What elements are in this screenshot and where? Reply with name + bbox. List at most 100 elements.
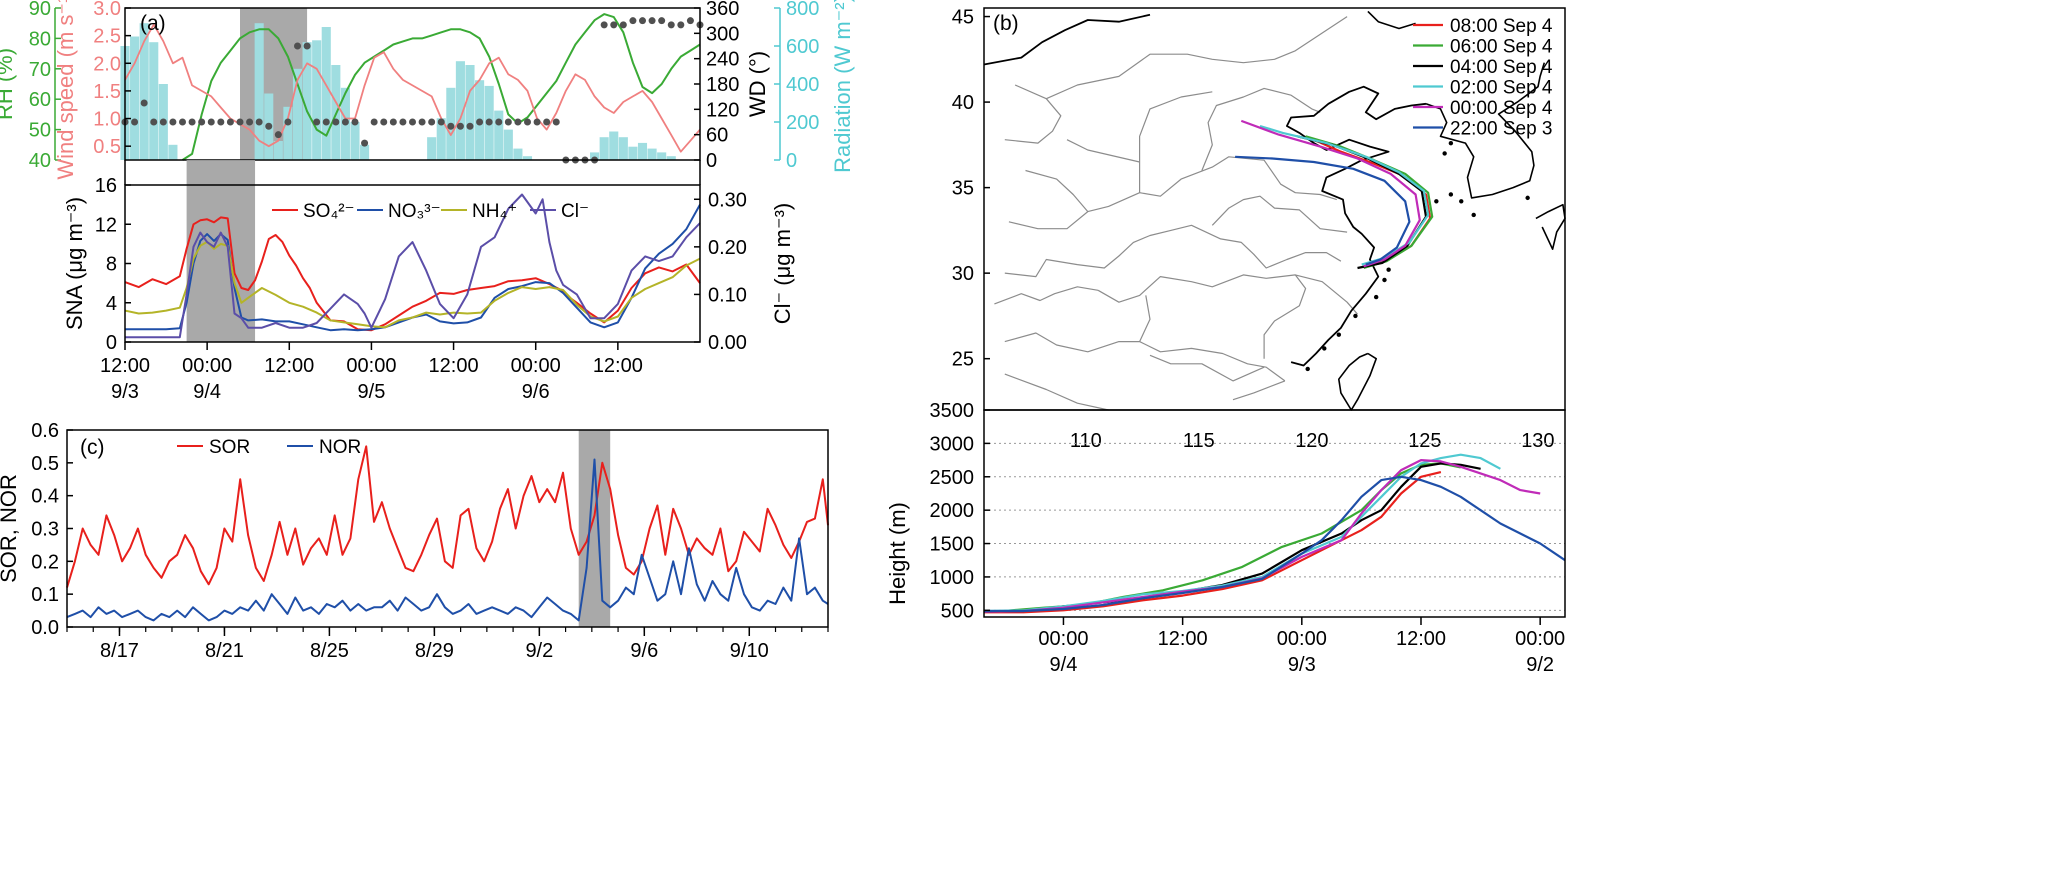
wd-point — [437, 118, 445, 126]
wd-point — [409, 118, 416, 126]
coastline — [1286, 85, 1427, 367]
y-tick-label: 3000 — [930, 433, 975, 455]
radiation-bar — [513, 148, 523, 160]
island — [1434, 199, 1439, 204]
rad-tick-label: 400 — [786, 74, 819, 96]
radiation-bar — [168, 144, 178, 160]
series-line — [125, 204, 701, 332]
x-tick-label: 00:00 — [511, 355, 561, 377]
wd-tick-label: 360 — [706, 0, 739, 20]
island — [1305, 366, 1310, 372]
wd-point — [552, 118, 560, 126]
radiation-bar — [283, 106, 293, 160]
wd-point — [456, 122, 464, 130]
y-tick-label: 0.5 — [31, 453, 59, 475]
legend-label: 04:00 Sep 4 — [1450, 57, 1553, 78]
radiation-bar — [647, 148, 657, 160]
island — [1459, 199, 1464, 204]
radiation-bar — [427, 137, 437, 160]
x-tick-date: 9/6 — [522, 381, 550, 403]
rh-tick-label: 90 — [29, 0, 51, 20]
legend-label: SOR — [209, 437, 250, 458]
x-tick-date: 9/5 — [358, 381, 386, 403]
sna-tick-label: 8 — [106, 254, 117, 276]
plot-frame — [983, 409, 1566, 618]
x-tick-label: 9/6 — [630, 640, 658, 662]
panel-label-c: (c) — [80, 436, 105, 459]
wd-tick-label: 300 — [706, 23, 739, 45]
province-boundary — [1066, 139, 1140, 163]
wd-point — [639, 17, 646, 25]
lon-tick-label: 130 — [1521, 430, 1554, 452]
province-boundary — [1139, 295, 1151, 342]
radiation-bar — [149, 42, 159, 161]
wd-tick-label: 0 — [706, 150, 717, 172]
ws-tick-label: 2.5 — [93, 26, 121, 48]
radiation-bar — [637, 142, 648, 160]
cl-tick-label: 0.20 — [708, 237, 747, 259]
x-tick-label: 12:00 — [593, 355, 643, 377]
lon-tick-label: 115 — [1183, 430, 1215, 452]
radiation-bar — [522, 156, 533, 160]
shaded-region-gap — [186, 160, 256, 185]
wd-point — [169, 118, 177, 126]
height-line — [983, 453, 1501, 613]
y-tick-label: 0.4 — [31, 486, 59, 508]
legend-label: NH₄⁺ — [472, 201, 517, 222]
cl-axis-title: Cl⁻ (μg m⁻³) — [770, 203, 795, 324]
island — [1322, 346, 1327, 351]
y-tick-label: 1500 — [930, 534, 975, 556]
y-tick-label: 500 — [941, 600, 974, 622]
wind-speed-axis-title: Wind speed (m s⁻¹) — [53, 0, 78, 180]
wd-point — [361, 139, 369, 147]
radiation-bar — [436, 118, 446, 160]
wd-point — [466, 122, 474, 130]
legend-label: Cl⁻ — [561, 201, 589, 222]
wd-point — [140, 99, 148, 107]
trajectory-line — [1240, 119, 1421, 268]
wd-point — [447, 122, 455, 130]
wd-point — [226, 118, 234, 126]
wd-axis-title: WD (°) — [745, 51, 770, 117]
lat-tick-label: 40 — [952, 92, 974, 114]
wd-point — [418, 118, 426, 126]
wd-point — [207, 118, 215, 126]
border-line — [1367, 10, 1416, 30]
province-boundary — [1201, 87, 1321, 171]
nor-line — [66, 458, 829, 622]
cl-tick-label: 0.10 — [708, 284, 747, 306]
x-tick-date: 9/4 — [193, 381, 221, 403]
legend-label: 02:00 Sep 4 — [1450, 78, 1553, 99]
ws-tick-label: 3.0 — [93, 0, 121, 20]
wd-tick-label: 60 — [706, 125, 728, 147]
province-boundary — [1087, 156, 1337, 213]
island — [1448, 140, 1454, 146]
japan-coastline — [1535, 203, 1566, 250]
lon-tick-label: 110 — [1070, 430, 1102, 452]
radiation-bar — [130, 36, 140, 160]
wd-point — [188, 118, 196, 126]
province-boundary — [1211, 195, 1348, 233]
series-line — [124, 216, 701, 332]
island — [1471, 212, 1476, 218]
y-tick-label: 0.0 — [31, 617, 59, 639]
rh-tick-label: 40 — [29, 150, 51, 172]
wd-point — [332, 118, 340, 126]
x-tick-label: 12:00 — [100, 355, 150, 377]
wd-point — [341, 118, 349, 126]
y-axis-title: SOR, NOR — [0, 474, 21, 583]
radiation-bar — [465, 65, 475, 160]
wd-point — [255, 118, 263, 126]
radiation-bar — [618, 137, 628, 160]
y-tick-label: 1000 — [930, 567, 975, 589]
wd-point — [524, 118, 531, 126]
sna-axis-title: SNA (μg m⁻³) — [62, 197, 87, 330]
rh-tick-label: 50 — [29, 120, 51, 142]
province-boundary — [1149, 354, 1265, 382]
wd-point — [485, 118, 493, 126]
wd-tick-label: 240 — [706, 49, 739, 71]
wd-point — [303, 42, 311, 50]
x-tick-label: 8/25 — [310, 640, 349, 662]
rh-tick-label: 60 — [29, 89, 51, 111]
legend-label: 08:00 Sep 4 — [1450, 16, 1553, 37]
